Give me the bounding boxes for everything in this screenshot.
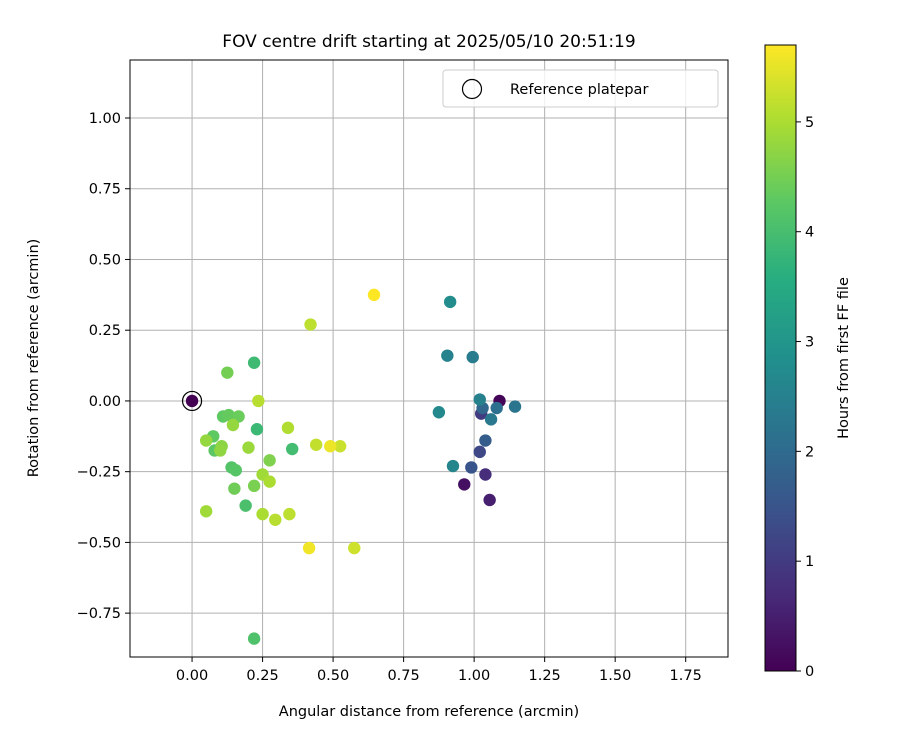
x-axis-label: Angular distance from reference (arcmin)	[279, 704, 579, 720]
data-point	[443, 295, 457, 309]
data-point	[252, 394, 265, 408]
colorbar-tick-label: 2	[805, 444, 814, 460]
x-tick-label: 1.00	[458, 668, 490, 684]
data-point	[479, 434, 492, 447]
data-point	[283, 507, 296, 521]
legend-box	[442, 69, 719, 108]
data-point	[484, 413, 498, 426]
data-point	[302, 541, 316, 555]
y-tick-label: 0.25	[89, 323, 121, 339]
data-point	[222, 408, 235, 422]
legend-entry-reference: Reference platepar	[510, 82, 648, 98]
data-points	[185, 288, 522, 645]
data-point	[281, 421, 295, 435]
data-point	[250, 423, 264, 436]
chart-title: FOV centre drift starting at 2025/05/10 …	[222, 32, 635, 52]
data-point	[247, 479, 261, 493]
data-point	[199, 434, 213, 447]
data-point	[465, 461, 478, 474]
data-point	[333, 440, 347, 453]
y-tick-label: −0.75	[77, 606, 121, 622]
x-tick-label: 1.75	[670, 668, 702, 684]
data-point	[446, 459, 460, 473]
data-point	[185, 394, 199, 408]
reference-platepar-marker	[181, 390, 203, 412]
colorbar-tick-label: 1	[805, 554, 814, 570]
data-point	[228, 482, 241, 495]
x-tick-label: 1.25	[529, 668, 561, 684]
data-point	[458, 478, 471, 491]
y-tick-label: 0.75	[89, 182, 121, 198]
data-point	[199, 505, 213, 518]
data-point	[483, 493, 496, 507]
y-tick-label: 0.50	[89, 252, 121, 268]
data-point	[508, 400, 522, 413]
data-point	[221, 366, 234, 379]
data-point	[466, 350, 479, 364]
data-point	[263, 475, 276, 488]
data-point	[285, 442, 299, 456]
data-point	[229, 464, 242, 477]
colorbar-tick-label: 3	[805, 335, 814, 351]
data-point	[473, 445, 486, 459]
y-tick-label: 0.00	[89, 394, 121, 410]
legend-marker-icon	[461, 78, 483, 100]
y-axis-ticks: 1.00 0.75 0.50 0.25 0.00 −0.25 −0.50 −0.75	[77, 111, 130, 622]
y-tick-label: −0.25	[77, 465, 121, 481]
data-point	[242, 441, 255, 454]
data-point	[348, 541, 361, 555]
y-tick-label: −0.50	[77, 535, 121, 551]
x-tick-label: 0.25	[246, 668, 278, 684]
data-point	[367, 288, 381, 302]
y-axis-label: Rotation from reference (arcmin)	[26, 239, 42, 478]
colorbar-ticks: 0 1 2 3 4 5	[796, 115, 814, 680]
x-tick-label: 0.75	[387, 668, 419, 684]
colorbar-tick-label: 4	[805, 225, 814, 241]
colorbar-tick-label: 0	[805, 664, 814, 680]
data-point	[247, 356, 261, 369]
colorbar-frame	[764, 44, 797, 672]
data-point	[309, 438, 323, 451]
colorbar-tick-label: 5	[805, 115, 814, 131]
data-point	[473, 393, 486, 406]
reference-marker	[181, 390, 203, 412]
data-point	[247, 632, 261, 645]
data-point	[239, 499, 252, 512]
data-point	[324, 440, 337, 453]
y-tick-label: 1.00	[89, 111, 121, 127]
colorbar: 0 1 2 3 4 5 Hours from first FF file	[764, 44, 852, 680]
data-point	[263, 454, 276, 467]
data-point	[226, 418, 240, 432]
data-point	[441, 349, 454, 362]
data-point	[304, 318, 317, 331]
x-tick-label: 0.50	[317, 668, 349, 684]
x-tick-label: 0.00	[176, 668, 208, 684]
data-point	[490, 401, 503, 415]
data-point	[256, 507, 269, 521]
grid-lines	[130, 60, 728, 657]
colorbar-gradient	[765, 45, 796, 671]
data-point	[214, 444, 227, 457]
data-point	[479, 468, 492, 481]
data-point	[432, 406, 446, 419]
colorbar-label: Hours from first FF file	[836, 277, 852, 439]
plot-frame	[129, 59, 729, 658]
x-axis-ticks: 0.00 0.25 0.50 0.75 1.00 1.25 1.50 1.75	[176, 657, 702, 684]
data-point	[269, 513, 282, 526]
legend: Reference platepar	[442, 69, 719, 108]
x-tick-label: 1.50	[599, 668, 631, 684]
